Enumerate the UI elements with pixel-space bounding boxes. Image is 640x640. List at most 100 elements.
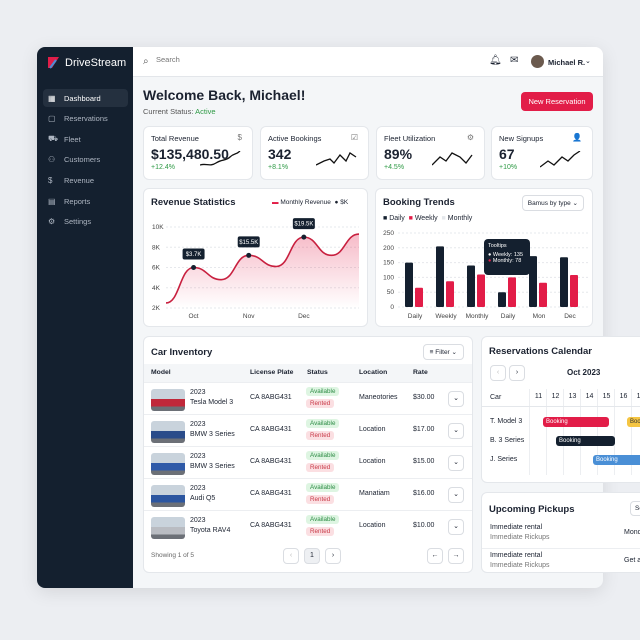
chevron-down-icon[interactable]: ⌄ (585, 58, 591, 65)
x-tick-label: Mon (533, 313, 546, 320)
kpi-delta: +10% (499, 164, 518, 171)
table-row[interactable]: 2023 BMW 3 Series CA 8ABG431 Available Rente… (144, 414, 472, 446)
bell-icon[interactable]: 🔔︎ (489, 55, 502, 66)
day-header: 14 (585, 393, 594, 400)
kpi-icon: ⚙ (466, 133, 474, 142)
booking-bar[interactable]: Booking (593, 455, 640, 465)
pickup-time: Get a (624, 557, 640, 564)
mail-icon[interactable]: ✉ (510, 55, 519, 66)
booking-trends-card: Booking Trends Bamus by type ⌄ ■ Daily ■… (375, 188, 593, 327)
location: Manatiam (359, 490, 390, 497)
next-page-button[interactable]: › (325, 548, 341, 564)
sidebar-item-label: Settings (64, 217, 92, 227)
status-badge-available: Available (306, 515, 340, 524)
column-header: License Plate (250, 369, 294, 376)
logo: DriveStream (47, 56, 126, 69)
y-tick-label: 2K (152, 305, 161, 312)
see-all-button[interactable]: Se (630, 501, 640, 516)
next-month-button[interactable]: › (509, 365, 525, 381)
row-expand-button[interactable]: ⌄ (448, 423, 464, 439)
car-thumbnail (151, 485, 185, 507)
filter-button[interactable]: ≡ Filter ⌄ (422, 344, 464, 360)
type-dropdown[interactable]: Bamus by type ⌄ (521, 195, 584, 211)
sidebar-item-label: Reservations (64, 114, 108, 124)
chart-title: Booking Trends (383, 197, 455, 208)
data-label-bg (292, 218, 315, 230)
pickup-item[interactable]: Immediate rental Immediate Rickups Mond (482, 521, 640, 548)
table-row[interactable]: 2023 BMW 3 Series CA 8ABG431 Available Rente… (144, 446, 472, 478)
bar-daily (405, 262, 413, 307)
x-tick-label: Weekly (435, 313, 457, 320)
arrow-left-icon[interactable]: ← (427, 548, 443, 564)
revenue-statistics-card: Revenue Statistics ▬ Monthly Revenue ● $… (143, 188, 368, 327)
kpi-title: New Signups (499, 134, 544, 143)
license-plate: CA 8ABG431 (250, 394, 292, 401)
y-tick-label: 50 (387, 289, 395, 296)
tooltip: Tooltips ● Weekly: 135 ● Monthly: 78 (484, 239, 530, 275)
day-divider (546, 389, 547, 475)
file-icon: ▤ (48, 196, 56, 206)
car-inventory-card: Car Inventory ≡ Filter ⌄ Model License P… (143, 336, 473, 573)
day-header: 13 (568, 393, 577, 400)
rate: $15.00 (413, 458, 435, 465)
table-row[interactable]: 2023 Tesla Model 3 CA 8ABG431 Available Rent… (144, 382, 472, 414)
bar-daily (560, 257, 568, 307)
kpi-value: 342 (268, 146, 292, 162)
page-1-button[interactable]: 1 (304, 548, 320, 564)
users-icon: ⚇ (48, 155, 56, 165)
car-year: 2023 (190, 389, 206, 396)
showing-count: Showing 1 of 5 (151, 552, 195, 559)
bar-weekly (446, 281, 454, 307)
row-expand-button[interactable]: ⌄ (448, 519, 464, 535)
arrow-right-icon[interactable]: → (448, 548, 464, 564)
sidebar-item-dashboard[interactable]: ▦ Dashboard (43, 89, 128, 107)
booking-bar[interactable]: Booking (627, 417, 640, 427)
data-label: $19.5K (294, 222, 313, 228)
search-input[interactable] (156, 55, 306, 64)
legend-monthly: Monthly (447, 215, 473, 222)
data-label: $3.7K (186, 252, 202, 258)
row-expand-button[interactable]: ⌄ (448, 455, 464, 471)
sidebar-item-fleet[interactable]: ⛟ Fleet (43, 130, 128, 148)
row-expand-button[interactable]: ⌄ (448, 391, 464, 407)
rate: $17.00 (413, 426, 435, 433)
license-plate: CA 8ABG431 (250, 426, 292, 433)
kpi-value: 67 (499, 146, 515, 162)
data-label-bg (182, 248, 205, 260)
pickup-item[interactable]: Immediate rental Immediate Rickups Get a (482, 548, 640, 572)
booking-bar[interactable]: Booking (556, 436, 615, 446)
new-reservation-button[interactable]: New Reservation (521, 92, 593, 111)
avatar[interactable] (531, 55, 544, 68)
car-thumbnail (151, 421, 185, 443)
sidebar-item-revenue[interactable]: $ Revenue (43, 171, 128, 189)
column-header: Status (307, 369, 328, 376)
day-divider (529, 389, 530, 475)
sparkline (432, 152, 473, 166)
table-row[interactable]: 2023 Audi Q5 CA 8ABG431 Available Rented Mana… (144, 478, 472, 510)
car-model: Tesla Model 3 (190, 399, 234, 406)
sidebar-item-customers[interactable]: ⚇ Customers (43, 151, 128, 169)
prev-month-button[interactable]: ‹ (490, 365, 506, 381)
calendar-icon: ▢ (48, 114, 56, 124)
pickup-title: Immediate rental (490, 552, 543, 559)
kpi-title: Total Revenue (151, 134, 199, 143)
kpi-icon: ☑ (350, 133, 358, 142)
sidebar-item-reports[interactable]: ▤ Reports (43, 192, 128, 210)
day-divider (614, 389, 615, 475)
y-tick-label: 150 (383, 260, 394, 267)
sidebar-item-label: Customers (64, 155, 101, 165)
sidebar-item-reservations[interactable]: ▢ Reservations (43, 110, 128, 128)
car-year: 2023 (190, 517, 206, 524)
user-name[interactable]: Michael R. (548, 58, 586, 67)
pickup-subtitle: Immediate Rickups (490, 562, 550, 569)
booking-bar[interactable]: Booking (543, 417, 609, 427)
kpi-card: New Signups 👤 67 +10% (491, 126, 593, 180)
dollar-icon: $ (48, 175, 53, 185)
table-row[interactable]: 2023 Toyota RAV4 CA 8ABG431 Available Rented… (144, 510, 472, 542)
license-plate: CA 8ABG431 (250, 522, 292, 529)
prev-page-button[interactable]: ‹ (283, 548, 299, 564)
sidebar-item-settings[interactable]: ⚙ Settings (43, 213, 128, 231)
table-header (144, 364, 472, 382)
row-expand-button[interactable]: ⌄ (448, 487, 464, 503)
legend-k: $K (340, 199, 349, 206)
